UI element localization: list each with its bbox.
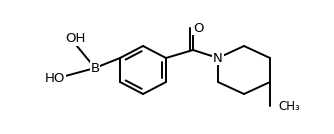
Text: OH: OH	[65, 33, 85, 46]
Text: N: N	[213, 51, 223, 64]
Text: B: B	[91, 62, 100, 75]
Text: HO: HO	[45, 72, 65, 85]
Text: O: O	[193, 21, 203, 34]
Text: CH₃: CH₃	[278, 100, 300, 113]
